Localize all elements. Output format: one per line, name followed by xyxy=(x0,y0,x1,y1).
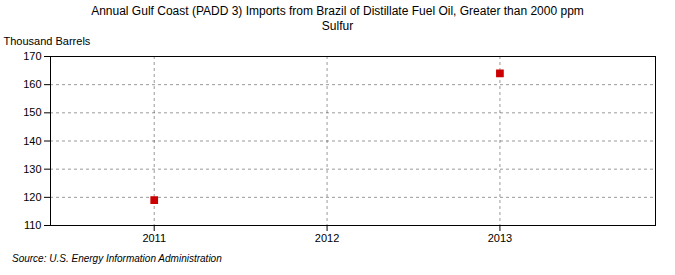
html-text:Annual Gulf Coast (PADD 3) Imp: Annual Gulf Coast (PADD 3) Imports from … xyxy=(91,4,584,33)
svg-text:120: 120 xyxy=(23,191,41,203)
svg-text:Thousand Barrels: Thousand Barrels xyxy=(4,35,91,47)
svg-text:2012: 2012 xyxy=(315,232,339,244)
svg-text:170: 170 xyxy=(23,50,41,62)
svg-text:2013: 2013 xyxy=(488,232,512,244)
svg-text:140: 140 xyxy=(23,135,41,147)
svg-text:160: 160 xyxy=(23,78,41,90)
svg-text:2011: 2011 xyxy=(142,232,166,244)
svg-text:130: 130 xyxy=(23,163,41,175)
html-text:Source: U.S. Energy Informatio: Source: U.S. Energy Information Administ… xyxy=(12,253,222,264)
svg-text:110: 110 xyxy=(24,219,42,231)
svg-text:150: 150 xyxy=(23,106,41,118)
